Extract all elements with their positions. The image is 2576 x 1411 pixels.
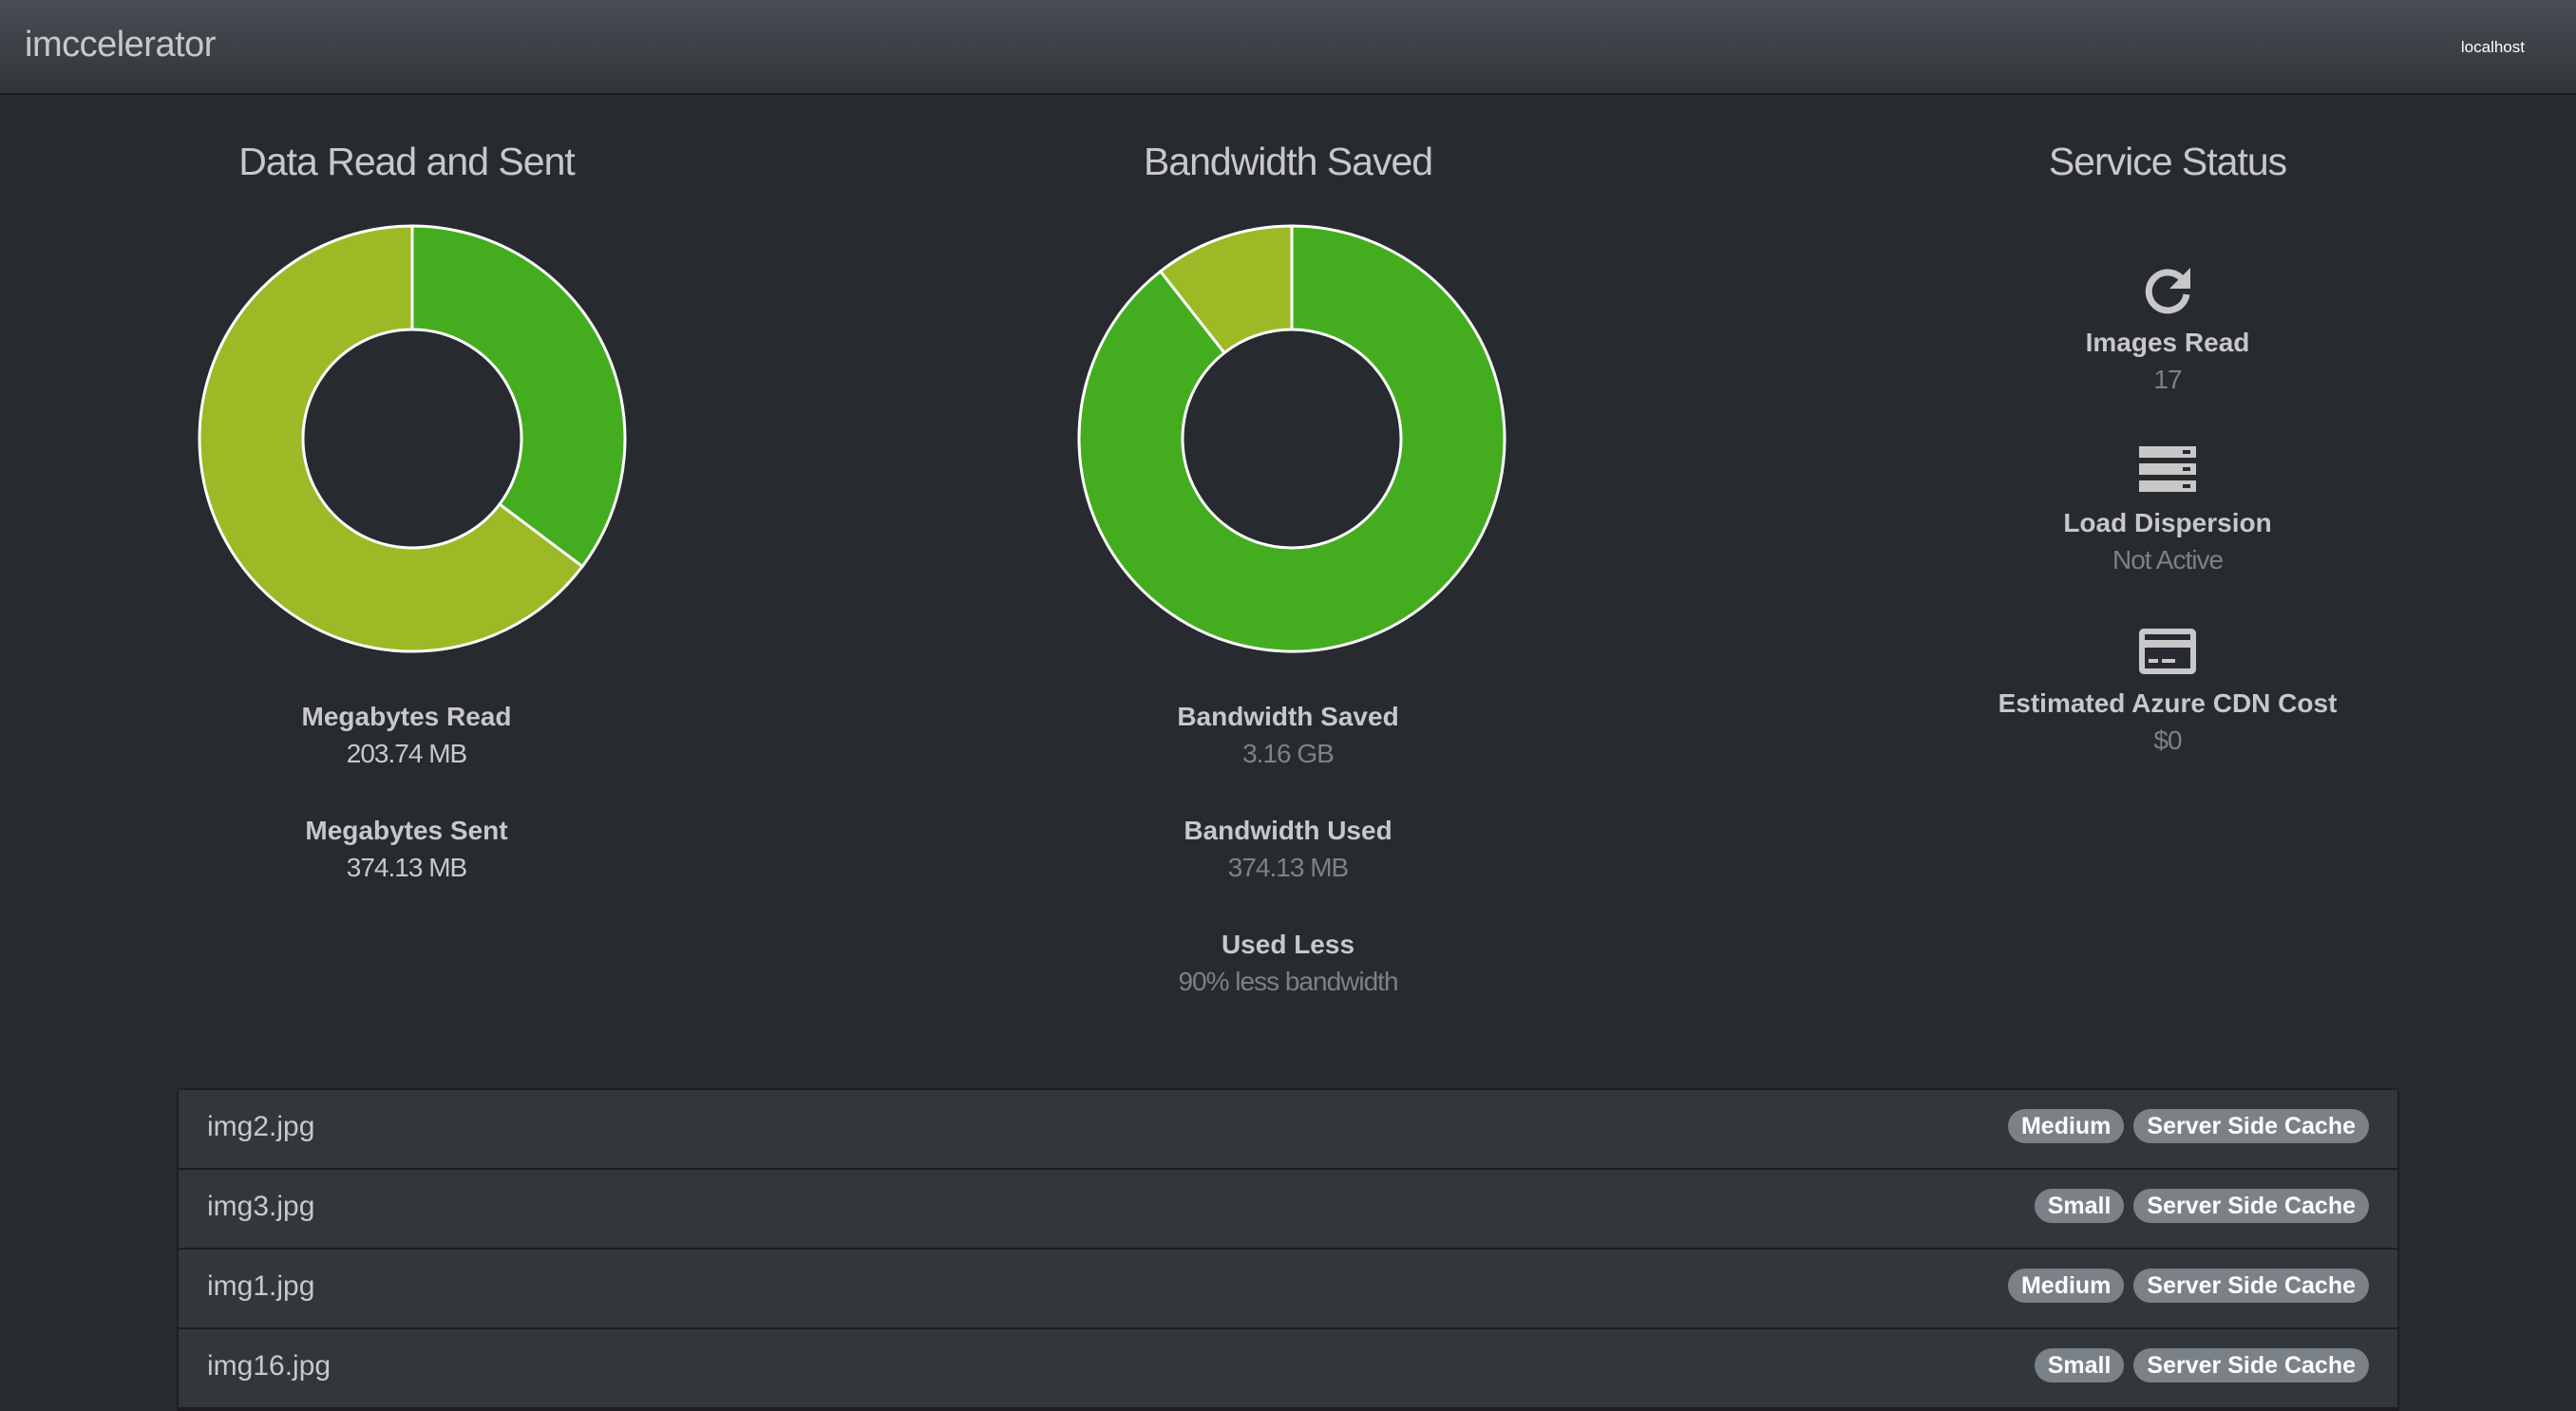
megabytes-sent-value: 374.13 MB	[346, 853, 467, 882]
cache-badge: Server Side Cache	[2133, 1109, 2369, 1143]
read-sent-panel: Data Read and Sent	[74, 133, 739, 190]
service-status-panel: Service Status	[1835, 133, 2500, 190]
image-name: img16.jpg	[207, 1350, 331, 1382]
cache-badge: Server Side Cache	[2133, 1269, 2369, 1303]
donut-slice-bandwidth-used[interactable]	[1158, 224, 1294, 355]
load-dispersion-status: Load Dispersion Not Active	[1835, 442, 2500, 579]
bandwidth-used-value: 374.13 MB	[1227, 853, 1349, 882]
images-read-label: Images Read	[2085, 328, 2250, 357]
server-icon	[2139, 446, 2196, 492]
azure-cost-value: $0	[2153, 725, 2182, 755]
bandwidth-donut-chart	[1077, 224, 1506, 653]
size-badge: Small	[2034, 1189, 2125, 1223]
used-less-stat: Used Less 90% less bandwidth	[956, 927, 1620, 1001]
image-name: img3.jpg	[207, 1191, 315, 1222]
bandwidth-title: Bandwidth Saved	[1143, 140, 1433, 183]
image-name: img2.jpg	[207, 1111, 315, 1142]
image-name: img1.jpg	[207, 1270, 315, 1302]
bandwidth-panel: Bandwidth Saved	[956, 133, 1620, 190]
bandwidth-saved-label: Bandwidth Saved	[1177, 702, 1399, 731]
azure-cost-status: Estimated Azure CDN Cost $0	[1835, 623, 2500, 760]
read-sent-donut-chart	[198, 224, 627, 653]
host-label[interactable]: localhost	[2460, 38, 2525, 56]
load-dispersion-label: Load Dispersion	[2063, 508, 2272, 537]
images-read-value: 17	[2153, 365, 2182, 394]
load-dispersion-value: Not Active	[2112, 545, 2224, 574]
service-status-title: Service Status	[2048, 140, 2287, 183]
image-list: img2.jpg Medium Server Side Cache img3.j…	[177, 1088, 2399, 1411]
brand-link[interactable]: imccelerator	[25, 25, 216, 65]
bandwidth-used-label: Bandwidth Used	[1184, 816, 1392, 845]
read-sent-title: Data Read and Sent	[238, 140, 576, 183]
cache-badge: Server Side Cache	[2133, 1348, 2369, 1383]
used-less-label: Used Less	[1221, 930, 1355, 959]
donut-slice-megabytes-read[interactable]	[410, 224, 627, 569]
bandwidth-saved-stat: Bandwidth Saved 3.16 GB	[956, 699, 1620, 773]
list-item[interactable]: img2.jpg Medium Server Side Cache	[179, 1090, 2397, 1170]
list-item[interactable]: img3.jpg Small Server Side Cache	[179, 1170, 2397, 1250]
used-less-value: 90% less bandwidth	[1178, 967, 1398, 996]
list-item[interactable]: img16.jpg Small Server Side Cache	[179, 1329, 2397, 1409]
donut-slice-megabytes-sent[interactable]	[198, 224, 585, 653]
megabytes-sent-stat: Megabytes Sent 374.13 MB	[74, 813, 739, 887]
azure-cost-label: Estimated Azure CDN Cost	[1998, 688, 2338, 718]
navbar: imccelerator localhost	[0, 0, 2576, 95]
list-item[interactable]: img1.jpg Medium Server Side Cache	[179, 1250, 2397, 1329]
bandwidth-saved-value: 3.16 GB	[1242, 739, 1335, 768]
size-badge: Small	[2034, 1348, 2125, 1383]
bandwidth-used-stat: Bandwidth Used 374.13 MB	[956, 813, 1620, 887]
megabytes-read-value: 203.74 MB	[346, 739, 467, 768]
size-badge: Medium	[2007, 1109, 2125, 1143]
refresh-icon	[2145, 268, 2190, 314]
megabytes-sent-label: Megabytes Sent	[305, 816, 508, 845]
cache-badge: Server Side Cache	[2133, 1189, 2369, 1223]
donut-slice-bandwidth-saved[interactable]	[1077, 224, 1506, 653]
megabytes-read-label: Megabytes Read	[301, 702, 512, 731]
size-badge: Medium	[2007, 1269, 2125, 1303]
credit-card-icon	[2139, 629, 2196, 674]
images-read-status: Images Read 17	[1835, 262, 2500, 399]
megabytes-read-stat: Megabytes Read 203.74 MB	[74, 699, 739, 773]
